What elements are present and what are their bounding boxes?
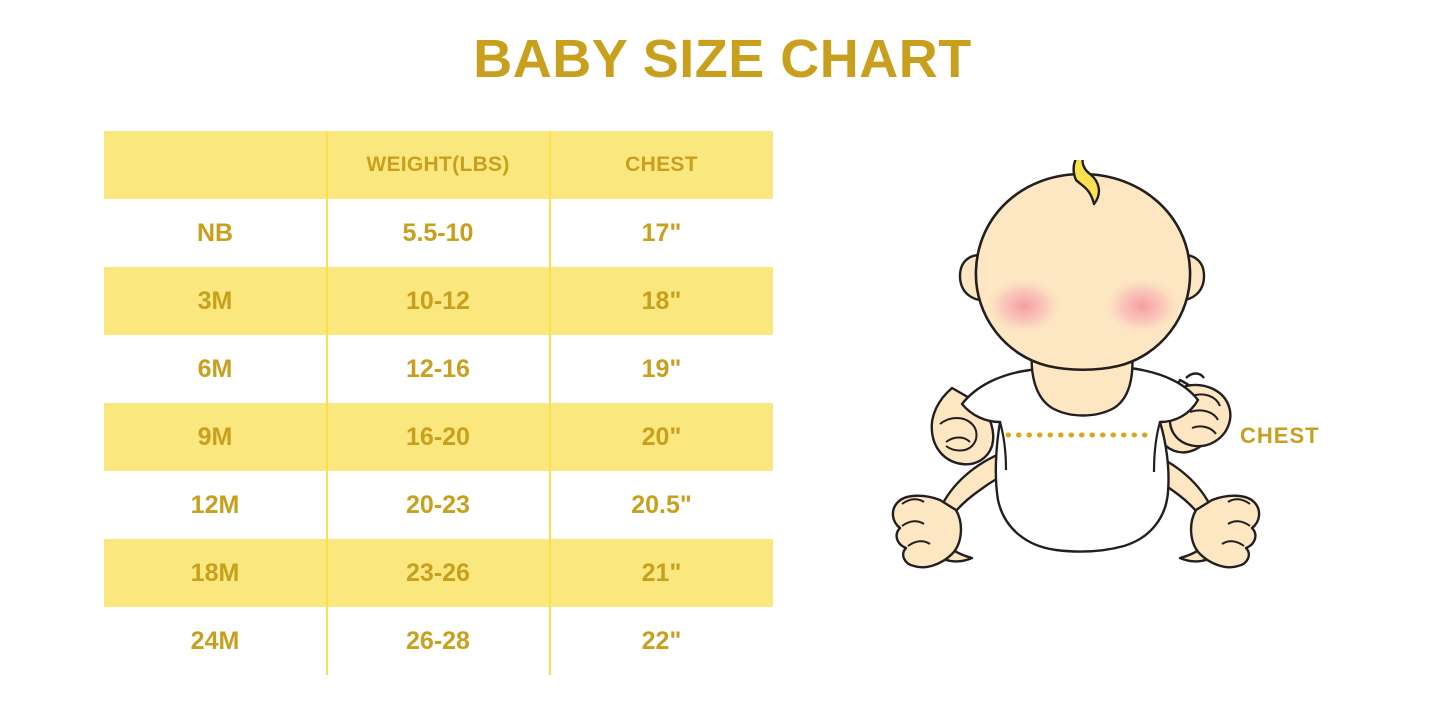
table-body: NB 5.5-10 17" 3M 10-12 18" 6M 12-16 19" … [104,199,773,675]
table-row: 6M 12-16 19" [104,335,773,403]
cell-chest: 21" [641,558,682,587]
table-row: 24M 26-28 22" [104,607,773,675]
cell-chest: 20" [641,422,682,451]
blush-left [984,276,1064,336]
cell-size: 9M [197,422,233,451]
hair-curl-icon [1072,160,1101,206]
cell-chest: 18" [641,286,682,315]
cell-weight: 5.5-10 [402,218,474,247]
size-chart-table: WEIGHT(LBS) CHEST NB 5.5-10 17" 3M 10-12… [104,131,773,675]
table-row: 12M 20-23 20.5" [104,471,773,539]
blush-right [1102,276,1182,336]
table-row: NB 5.5-10 17" [104,199,773,267]
chest-label: CHEST [1240,423,1320,448]
cell-weight: 12-16 [406,354,470,383]
baby-illustration [891,160,1261,569]
column-divider-left [326,131,328,675]
cell-chest: 19" [641,354,682,383]
cell-weight: 23-26 [406,558,470,587]
cell-size: 12M [190,490,240,519]
cell-weight: 16-20 [406,422,470,451]
cell-weight: 10-12 [406,286,470,315]
page-title: BABY SIZE CHART [473,29,972,89]
column-header-weight: WEIGHT(LBS) [366,153,510,176]
baby-head [974,172,1192,372]
cell-chest: 17" [641,218,682,247]
table-row: 3M 10-12 18" [104,267,773,335]
table-row: 18M 23-26 21" [104,539,773,607]
baby-arms [930,372,1232,466]
column-divider-right [549,131,551,675]
column-header-chest: CHEST [625,153,698,176]
cell-size: 3M [197,286,233,315]
table-row: 9M 16-20 20" [104,403,773,471]
cell-weight: 26-28 [406,626,470,655]
cell-chest: 20.5" [631,490,692,519]
cell-size: 18M [190,558,240,587]
cell-size: 6M [197,354,233,383]
column-header-size [104,131,326,199]
baby-onesie [960,365,1200,553]
cell-size: NB [196,218,234,247]
table-header: WEIGHT(LBS) CHEST [104,131,773,199]
cell-weight: 20-23 [406,490,470,519]
cell-chest: 22" [641,626,682,655]
cell-size: 24M [190,626,240,655]
table-header-row: WEIGHT(LBS) CHEST [104,131,773,199]
